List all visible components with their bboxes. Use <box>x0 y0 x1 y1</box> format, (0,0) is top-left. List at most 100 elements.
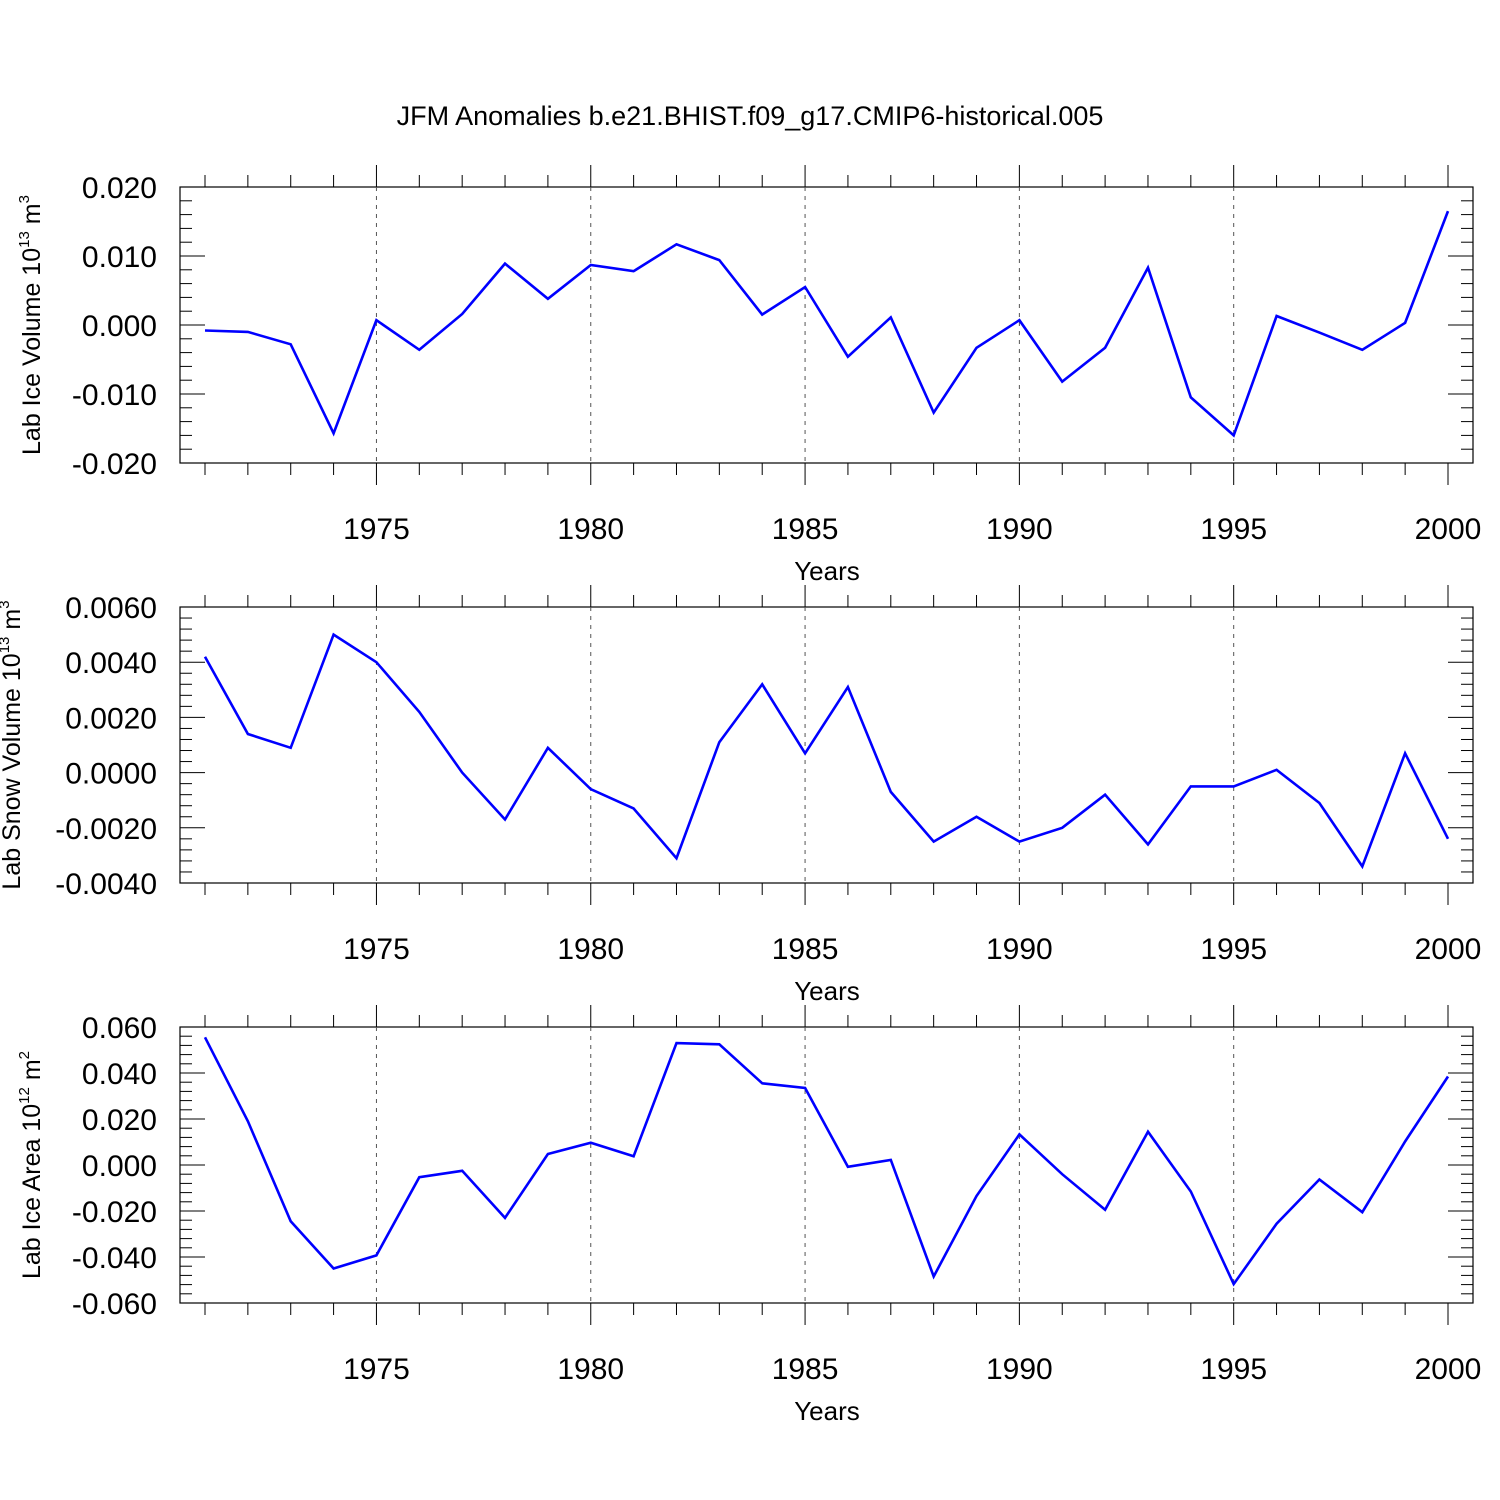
data-point <box>1016 1131 1022 1137</box>
data-point <box>1445 208 1451 214</box>
data-point <box>1059 1171 1065 1177</box>
data-point <box>1445 1073 1451 1079</box>
data-point <box>974 1193 980 1199</box>
y-axis-label: Lab Ice Volume 1013 m3 <box>16 195 46 455</box>
y-tick-label: 0.0000 <box>65 758 157 791</box>
data-point <box>588 786 594 792</box>
data-point <box>931 839 937 845</box>
x-tick-label: 1980 <box>557 513 624 546</box>
data-point <box>1274 1221 1280 1227</box>
y-label-part-ylabel_scale_base: 10 <box>18 248 46 276</box>
data-point <box>202 328 208 334</box>
y-label-part-ylabel: Lab Snow Volume <box>0 681 26 889</box>
panel-snow-volume: 1975 1980 1985 1990 1995 2000 Years -0.0040 -0.0… <box>0 585 1481 1006</box>
y-tick-label: 0.000 <box>82 1150 157 1183</box>
data-point <box>931 410 937 416</box>
y-label-part-ylabel_scale_base: 10 <box>18 1104 46 1132</box>
y-label-part-ylabel_unit_exp: 3 <box>16 195 33 203</box>
data-point <box>716 257 722 263</box>
data-point <box>1359 347 1365 353</box>
x-tick-label: 1975 <box>343 933 410 966</box>
y-tick-label: -0.060 <box>72 1288 157 1321</box>
y-label-part-ylabel_unit: m <box>18 203 46 224</box>
data-point <box>288 745 294 751</box>
data-point <box>245 329 251 335</box>
y-tick-label: 0.000 <box>82 310 157 343</box>
y-label-part-ylabel_unit: m <box>18 1059 46 1080</box>
x-tick-label: 1990 <box>986 933 1053 966</box>
data-point <box>1188 783 1194 789</box>
series-line <box>203 1036 1450 1287</box>
data-point <box>1145 1129 1151 1135</box>
data-point <box>459 311 465 317</box>
x-tick-label: 2000 <box>1415 933 1482 966</box>
y-tick-label: -0.0020 <box>55 813 157 846</box>
data-point <box>545 296 551 302</box>
data-point <box>373 659 379 665</box>
data-point <box>1102 792 1108 798</box>
data-point <box>1188 1188 1194 1194</box>
data-point <box>245 1118 251 1124</box>
y-tick-label: 0.0020 <box>65 702 157 735</box>
data-point <box>673 1040 679 1046</box>
y-axis-label: Lab Snow Volume 1013 m3 <box>0 600 26 889</box>
data-point <box>288 341 294 347</box>
data-point <box>802 750 808 756</box>
data-point <box>588 1140 594 1146</box>
y-tick-label: 0.0060 <box>65 592 157 625</box>
x-tick-label: 1975 <box>343 513 410 546</box>
data-point <box>974 814 980 820</box>
x-tick-label: 1995 <box>1200 933 1267 966</box>
data-point <box>1145 841 1151 847</box>
data-point <box>888 789 894 795</box>
x-axis-label: Years <box>794 556 860 586</box>
y-tick-label: -0.0040 <box>55 868 157 901</box>
data-point <box>631 268 637 274</box>
data-point <box>1016 317 1022 323</box>
data-point <box>845 1164 851 1170</box>
x-tick-label: 1995 <box>1200 1353 1267 1386</box>
data-point <box>588 262 594 268</box>
data-point <box>759 312 765 318</box>
data-point <box>931 1274 937 1280</box>
x-tick-label: 1980 <box>557 1353 624 1386</box>
y-tick-label: 0.040 <box>82 1058 157 1091</box>
data-point <box>502 817 508 823</box>
data-point <box>1102 1207 1108 1213</box>
data-point <box>502 261 508 267</box>
x-tick-label: 1975 <box>343 1353 410 1386</box>
y-label-part-ylabel_unit: m <box>0 609 26 630</box>
x-tick-label: 1985 <box>772 933 839 966</box>
data-point <box>416 1174 422 1180</box>
data-point <box>759 681 765 687</box>
data-point <box>373 1252 379 1258</box>
data-point <box>1231 432 1237 438</box>
data-point <box>373 317 379 323</box>
data-point <box>802 284 808 290</box>
data-point <box>1102 345 1108 351</box>
x-tick-label: 2000 <box>1415 1353 1482 1386</box>
data-point <box>416 347 422 353</box>
y-tick-label: 0.020 <box>82 172 157 205</box>
y-tick-label: -0.020 <box>72 1196 157 1229</box>
data-point <box>1231 1281 1237 1287</box>
data-point <box>1316 800 1322 806</box>
data-point <box>631 1153 637 1159</box>
data-point <box>802 1085 808 1091</box>
data-point <box>631 805 637 811</box>
x-axis-label: Years <box>794 976 860 1006</box>
data-point <box>1402 750 1408 756</box>
y-label-part-ylabel: Lab Ice Area <box>18 1132 46 1279</box>
data-point <box>1402 320 1408 326</box>
data-point <box>331 632 337 638</box>
data-point <box>1359 863 1365 869</box>
data-point <box>545 745 551 751</box>
y-tick-label: -0.010 <box>72 379 157 412</box>
data-point <box>716 739 722 745</box>
data-point <box>202 654 208 660</box>
panel-ice-volume: 1975 1980 1985 1990 1995 2000 Years -0.020 -0.01… <box>16 165 1481 586</box>
data-point <box>245 731 251 737</box>
data-point <box>459 1168 465 1174</box>
y-label-part-ylabel_unit_exp: 3 <box>0 600 13 608</box>
data-point <box>673 241 679 247</box>
